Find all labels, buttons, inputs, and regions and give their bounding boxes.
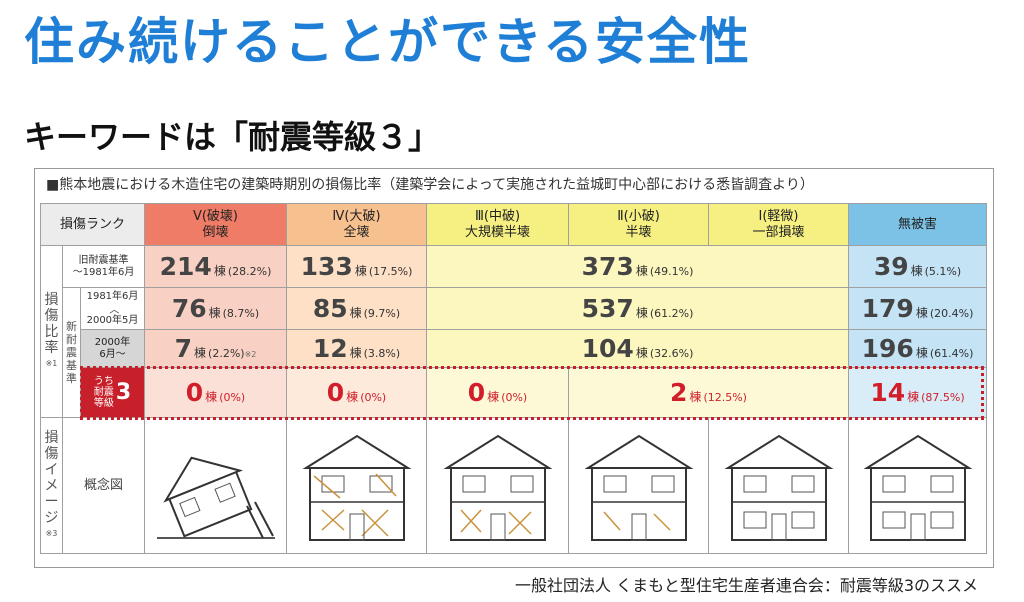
cell-old-no-damage: 39 棟 (5.1%) (848, 245, 987, 288)
col-header-rank5: Ⅴ(破壊) 倒壊 (144, 203, 287, 246)
house-destroyed-image (286, 417, 427, 554)
source-credit: 一般社団法人 くまもと型住宅生産者連合会：耐震等級3のススメ (515, 576, 978, 595)
col-header-rank2: Ⅱ(小破) 半壊 (568, 203, 709, 246)
cell-1981-rank5: 76 棟 (8.7%) (144, 287, 287, 330)
side-label-new: 新耐震基準 (62, 287, 81, 418)
cell-old-rank1-3: 373 棟 (49.1%) (426, 245, 849, 288)
cell-old-rank5: 214 棟 (28.2%) (144, 245, 287, 288)
cell-2000-no-damage: 196 棟 (61.4%) (848, 329, 987, 368)
keyword-heading: キーワードは「耐震等級３」 (24, 118, 441, 156)
concept-label: 概念図 (62, 417, 145, 554)
cell-1981-no-damage: 179 棟 (20.4%) (848, 287, 987, 330)
house-no-damage-image (848, 417, 987, 554)
figure-caption: ■熊本地震における木造住宅の建築時期別の損傷比率（建築学会によって実施された益城… (46, 177, 814, 193)
cell-2000-rank1-3: 104 棟 (32.6%) (426, 329, 849, 368)
house-partial-image (708, 417, 849, 554)
cell-grade3-rank3: 0 棟 (0%) (426, 367, 569, 418)
cell-2000-rank5: 7 棟 (2.2%)※2 (144, 329, 287, 368)
side-label-image: 損傷イメージ ※3 (40, 417, 63, 554)
row-label-grade3: うち 耐震 等級3 (80, 367, 145, 418)
cell-2000-rank4: 12 棟 (3.8%) (286, 329, 427, 368)
col-header-rank1: Ⅰ(軽微) 一部損壊 (708, 203, 849, 246)
cell-grade3-rank5: 0 棟 (0%) (144, 367, 287, 418)
cell-grade3-no-damage: 14 棟 (87.5%) (848, 367, 987, 418)
house-half-image (568, 417, 709, 554)
col-header-no-damage: 無被害 (848, 203, 987, 246)
cell-old-rank4: 133 棟 (17.5%) (286, 245, 427, 288)
house-collapsed-image (144, 417, 287, 554)
cell-grade3-rank1-2: 2 棟 (12.5%) (568, 367, 849, 418)
row-label-2000: 2000年 6月～ (80, 329, 145, 368)
house-major-half-image (426, 417, 569, 554)
cell-1981-rank4: 85 棟 (9.7%) (286, 287, 427, 330)
rank-label: 損傷ランク (40, 203, 145, 246)
page-title: 住み続けることができる安全性 (24, 13, 751, 71)
row-label-old: 旧耐震基準 ～1981年6月 (62, 245, 145, 288)
damage-table: 損傷ランク Ⅴ(破壊) 倒壊 Ⅳ(大破) 全壊 Ⅲ(中破) 大規模半壊 Ⅱ(小破) 半壊… (40, 203, 987, 554)
side-label-ratio: 損傷比率 ※1 (40, 245, 63, 418)
cell-grade3-rank4: 0 棟 (0%) (286, 367, 427, 418)
col-header-rank4: Ⅳ(大破) 全壊 (286, 203, 427, 246)
row-label-1981: 1981年6月〈 2000年5月 (80, 287, 145, 330)
cell-1981-rank1-3: 537 棟 (61.2%) (426, 287, 849, 330)
col-header-rank3: Ⅲ(中破) 大規模半壊 (426, 203, 569, 246)
